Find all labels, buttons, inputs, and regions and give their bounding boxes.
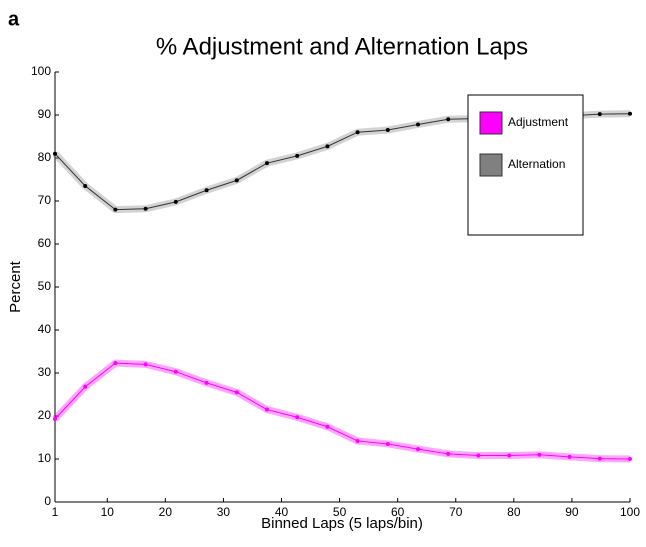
y-tick-label: 100 <box>31 64 51 78</box>
data-point <box>567 454 572 459</box>
data-point <box>355 130 360 135</box>
y-tick-label: 0 <box>44 494 51 508</box>
x-tick-label: 80 <box>507 505 521 519</box>
data-point <box>325 424 330 429</box>
legend-swatch <box>479 111 503 135</box>
legend-label: Alternation <box>508 157 565 171</box>
data-point <box>446 117 451 122</box>
data-point <box>234 178 239 183</box>
data-point <box>597 456 602 461</box>
data-point <box>355 438 360 443</box>
x-tick-label: 90 <box>565 505 579 519</box>
data-point <box>295 153 300 158</box>
x-axis-label: Binned Laps (5 laps/bin) <box>261 515 423 532</box>
y-tick-label: 50 <box>38 279 52 293</box>
y-axis-label: Percent <box>7 260 24 313</box>
data-point <box>325 144 330 149</box>
y-tick-label: 30 <box>38 365 52 379</box>
data-point <box>628 457 632 461</box>
data-point <box>537 452 542 457</box>
data-point <box>53 417 57 422</box>
data-point <box>385 441 390 446</box>
legend-label: Adjustment <box>508 115 569 129</box>
data-point <box>264 407 269 412</box>
y-tick-label: 90 <box>38 107 52 121</box>
data-point <box>204 380 209 385</box>
y-tick-label: 10 <box>38 451 52 465</box>
data-point <box>416 447 421 452</box>
legend-swatch <box>479 153 503 177</box>
series-line <box>54 362 631 460</box>
x-tick-label: 40 <box>275 505 289 519</box>
y-tick-label: 70 <box>38 193 52 207</box>
data-point <box>143 362 148 367</box>
y-tick-label: 40 <box>38 322 52 336</box>
x-tick-label: 1 <box>52 505 59 519</box>
x-tick-label: 70 <box>449 505 463 519</box>
data-point <box>264 161 269 166</box>
data-point <box>597 112 602 117</box>
data-point <box>416 122 421 127</box>
data-point <box>628 111 632 116</box>
data-point <box>83 183 88 188</box>
x-tick-label: 20 <box>159 505 173 519</box>
chart-title: % Adjustment and Alternation Laps <box>156 33 528 60</box>
data-point <box>173 199 178 204</box>
data-point <box>173 369 178 374</box>
series-band <box>52 359 631 463</box>
data-point <box>143 206 148 211</box>
y-tick-label: 60 <box>38 236 52 250</box>
data-point <box>507 453 512 458</box>
y-tick-label: 80 <box>38 150 52 164</box>
data-point <box>476 453 481 458</box>
x-tick-label: 50 <box>333 505 347 519</box>
x-tick-label: 60 <box>391 505 405 519</box>
x-tick-label: 10 <box>101 505 115 519</box>
data-point <box>113 361 118 366</box>
data-point <box>234 390 239 395</box>
y-tick-label: 20 <box>38 408 52 422</box>
data-point <box>113 207 118 212</box>
data-point <box>83 384 88 389</box>
data-point <box>385 128 390 133</box>
panel-label: a <box>8 8 20 30</box>
data-point <box>53 151 57 156</box>
x-tick-label: 100 <box>620 505 640 519</box>
x-tick-label: 30 <box>217 505 231 519</box>
data-point <box>204 188 209 193</box>
data-point <box>295 415 300 420</box>
data-point <box>446 451 451 456</box>
